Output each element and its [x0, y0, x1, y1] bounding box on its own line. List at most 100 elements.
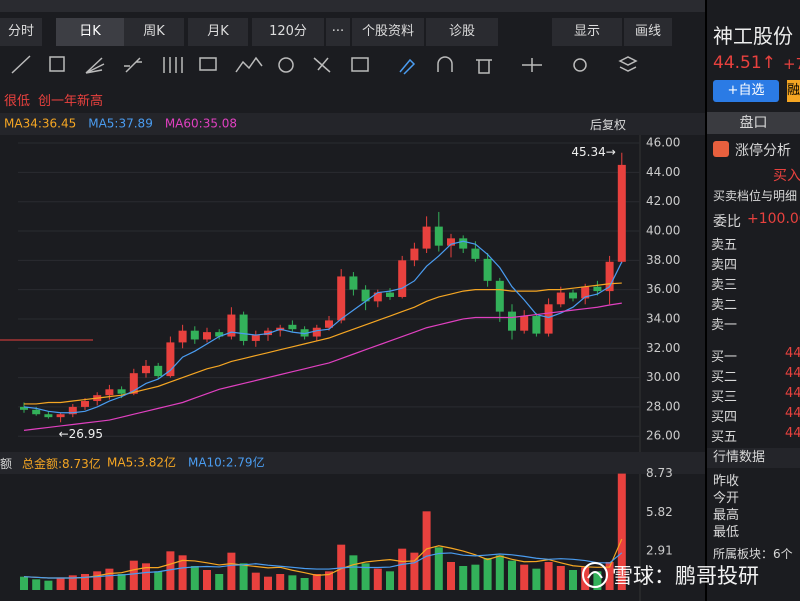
- rect-tool[interactable]: [49, 56, 65, 72]
- candle-body: [495, 280, 504, 312]
- book-title: 盘口: [707, 112, 800, 134]
- volume-bar: [361, 563, 370, 590]
- volume-bar: [447, 562, 455, 590]
- quote-label: 今开: [713, 491, 740, 506]
- candle-body: [483, 258, 492, 281]
- candle-body: [129, 373, 138, 394]
- volume-bar: [81, 574, 89, 590]
- candle-body: [68, 406, 77, 415]
- candle-body: [251, 335, 260, 341]
- ask-label: 卖五: [711, 238, 738, 253]
- panel-divider: [705, 0, 707, 601]
- volume-bar: [605, 562, 614, 590]
- note-tool[interactable]: [351, 57, 369, 72]
- move-tool[interactable]: [522, 58, 542, 72]
- candle-body: [215, 332, 224, 337]
- top-bar: [0, 0, 705, 12]
- wave-tool[interactable]: [235, 56, 263, 73]
- magnet-tool[interactable]: [437, 56, 453, 72]
- tab[interactable]: ···: [326, 18, 350, 46]
- limit-icon: [713, 141, 729, 157]
- watch-button[interactable]: +自选: [713, 80, 779, 102]
- y-tick-label: 34.00: [646, 311, 680, 325]
- settings-tool[interactable]: [573, 58, 587, 72]
- volume-bar: [203, 570, 211, 590]
- tab[interactable]: 诊股: [426, 18, 498, 46]
- candle-body: [422, 226, 431, 249]
- legend-entry: MA10:2.79亿: [188, 455, 265, 470]
- volume-bar: [215, 574, 224, 590]
- bid-label: 买四: [711, 410, 738, 425]
- pen-tool[interactable]: [399, 58, 416, 75]
- volume-bar: [166, 551, 175, 590]
- ma-line: [23, 302, 622, 431]
- quote-panel: 神工股份 44.51↑ +7 +自选 融 盘口 涨停分析 买入 买卖档位与明细 …: [707, 0, 800, 601]
- tab[interactable]: 显示: [552, 18, 622, 46]
- sector[interactable]: 所属板块：6个: [713, 547, 793, 561]
- stock-name: 神工股份: [713, 24, 793, 48]
- y-tick-label: 30.00: [646, 370, 680, 384]
- ma-line: [24, 282, 622, 405]
- watermark-logo: [582, 562, 608, 588]
- candle-body: [508, 311, 516, 331]
- adjust-select[interactable]: 后复权: [590, 118, 627, 132]
- candle-body: [459, 238, 468, 249]
- channel-tool[interactable]: [124, 57, 142, 73]
- y-tick-label: 38.00: [646, 253, 680, 267]
- candle-body: [349, 276, 358, 290]
- candle-body: [471, 248, 480, 259]
- volume-bar: [20, 576, 28, 590]
- volume-bar: [325, 571, 333, 590]
- volume-bar: [386, 571, 394, 590]
- volume-bar: [483, 558, 492, 590]
- quote-label: 最高: [713, 508, 740, 523]
- delete-tool[interactable]: [476, 59, 492, 74]
- candle-body: [373, 292, 382, 302]
- tab[interactable]: 日K: [56, 18, 124, 46]
- volume-bar: [154, 571, 163, 590]
- candle-body: [532, 316, 541, 334]
- watermark: 雪球：鹏哥投研: [612, 564, 759, 588]
- tab[interactable]: 月K: [188, 18, 248, 46]
- bid-label: 买二: [711, 370, 738, 385]
- candle-body: [312, 327, 321, 337]
- volume-bar: [190, 566, 199, 590]
- candle-body: [544, 304, 553, 334]
- y-tick-label: 8.73: [646, 466, 673, 480]
- bid-label: 买五: [711, 430, 738, 445]
- tab[interactable]: 120分: [252, 18, 324, 46]
- candle-body: [434, 226, 443, 246]
- book-detail[interactable]: 买卖档位与明细: [713, 189, 798, 203]
- volume-bar: [459, 566, 468, 590]
- candle-body: [410, 248, 419, 261]
- candle-body: [337, 276, 346, 321]
- fib-tool[interactable]: [163, 57, 183, 73]
- fan-tool[interactable]: [85, 57, 105, 74]
- tab[interactable]: 周K: [124, 18, 184, 46]
- volume-bar: [227, 552, 236, 590]
- volume-bar: [410, 552, 419, 590]
- y-tick-label: 40.00: [646, 224, 680, 238]
- candle-body: [325, 320, 333, 328]
- tab[interactable]: 个股资料: [352, 18, 424, 46]
- volume-bar: [142, 563, 150, 590]
- text-tool[interactable]: [199, 57, 217, 71]
- cycle-tool[interactable]: [278, 57, 294, 73]
- layers-tool[interactable]: [618, 56, 638, 72]
- tab[interactable]: 画线: [624, 18, 672, 46]
- stock-price: 44.51↑: [713, 53, 776, 73]
- candle-body: [154, 365, 163, 377]
- status-note: 创一年新高: [38, 94, 104, 109]
- gann-tool[interactable]: [313, 57, 331, 73]
- volume-bar: [68, 575, 77, 590]
- y-tick-label: 44.00: [646, 165, 680, 179]
- line-tool[interactable]: [11, 55, 31, 74]
- ask-label: 卖四: [711, 258, 738, 273]
- tab[interactable]: 分时: [0, 18, 42, 46]
- y-tick-label: 28.00: [646, 399, 680, 413]
- limit-analysis[interactable]: 涨停分析: [735, 143, 791, 159]
- buy-button[interactable]: 买入: [773, 168, 800, 184]
- ma-line: [23, 552, 623, 579]
- volume-bar: [276, 574, 285, 590]
